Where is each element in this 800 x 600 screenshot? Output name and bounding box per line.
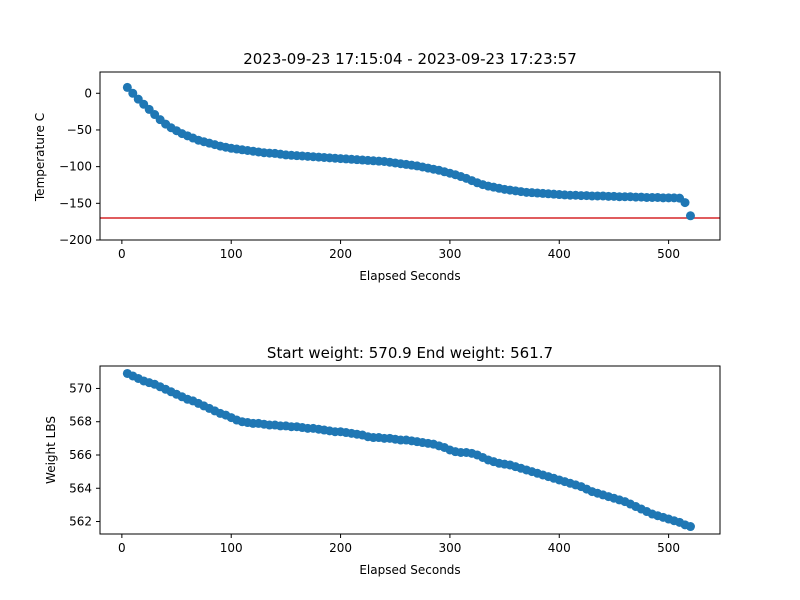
weight-data-point: [685, 522, 695, 532]
weight-x-tick-label: 100: [220, 541, 243, 555]
temperature-y-tick-label: 0: [84, 86, 92, 100]
weight-y-axis-label: Weight LBS: [44, 416, 58, 484]
temperature-data-point: [680, 198, 690, 208]
temperature-points: [122, 82, 695, 221]
temperature-x-tick-label: 100: [220, 247, 243, 261]
temperature-y-tick-label: −50: [67, 123, 92, 137]
temperature-plot-frame: [99, 71, 721, 241]
temperature-ticks: 0 100 200 300 400 500 0 −50 −100 −150 −200: [59, 86, 680, 261]
temperature-plot: 2023-09-23 17:15:04 - 2023-09-23 17:23:5…: [33, 50, 721, 283]
weight-x-tick-label: 200: [329, 541, 352, 555]
weight-x-axis-label: Elapsed Seconds: [359, 563, 460, 577]
weight-y-tick-label: 570: [69, 381, 92, 395]
weight-plot-title: Start weight: 570.9 End weight: 561.7: [267, 344, 553, 362]
weight-y-tick-label: 566: [69, 448, 92, 462]
temperature-data-point: [122, 82, 132, 92]
temperature-data-point: [128, 88, 138, 98]
weight-plot-frame: [99, 365, 721, 535]
weight-y-tick-label: 564: [69, 481, 92, 495]
temperature-data-point: [685, 211, 695, 221]
temperature-x-tick-label: 200: [329, 247, 352, 261]
weight-x-tick-label: 500: [657, 541, 680, 555]
weight-points: [122, 368, 695, 532]
temperature-x-tick-label: 500: [657, 247, 680, 261]
temperature-plot-title: 2023-09-23 17:15:04 - 2023-09-23 17:23:5…: [243, 50, 577, 68]
temperature-y-axis-label: Temperature C: [33, 113, 47, 202]
temperature-y-tick-label: −200: [59, 233, 92, 247]
weight-y-tick-label: 562: [69, 515, 92, 529]
temperature-y-tick-label: −100: [59, 160, 92, 174]
weight-y-tick-label: 568: [69, 415, 92, 429]
weight-x-tick-label: 400: [548, 541, 571, 555]
weight-x-tick-label: 300: [438, 541, 461, 555]
weight-x-tick-label: 0: [118, 541, 126, 555]
temperature-x-axis-label: Elapsed Seconds: [359, 269, 460, 283]
weight-ticks: 0 100 200 300 400 500 562 564 566 568 570: [69, 381, 680, 555]
temperature-x-tick-label: 0: [118, 247, 126, 261]
temperature-y-tick-label: −150: [59, 196, 92, 210]
weight-plot: Start weight: 570.9 End weight: 561.7 El…: [44, 344, 721, 577]
temperature-x-tick-label: 400: [548, 247, 571, 261]
temperature-x-tick-label: 300: [438, 247, 461, 261]
